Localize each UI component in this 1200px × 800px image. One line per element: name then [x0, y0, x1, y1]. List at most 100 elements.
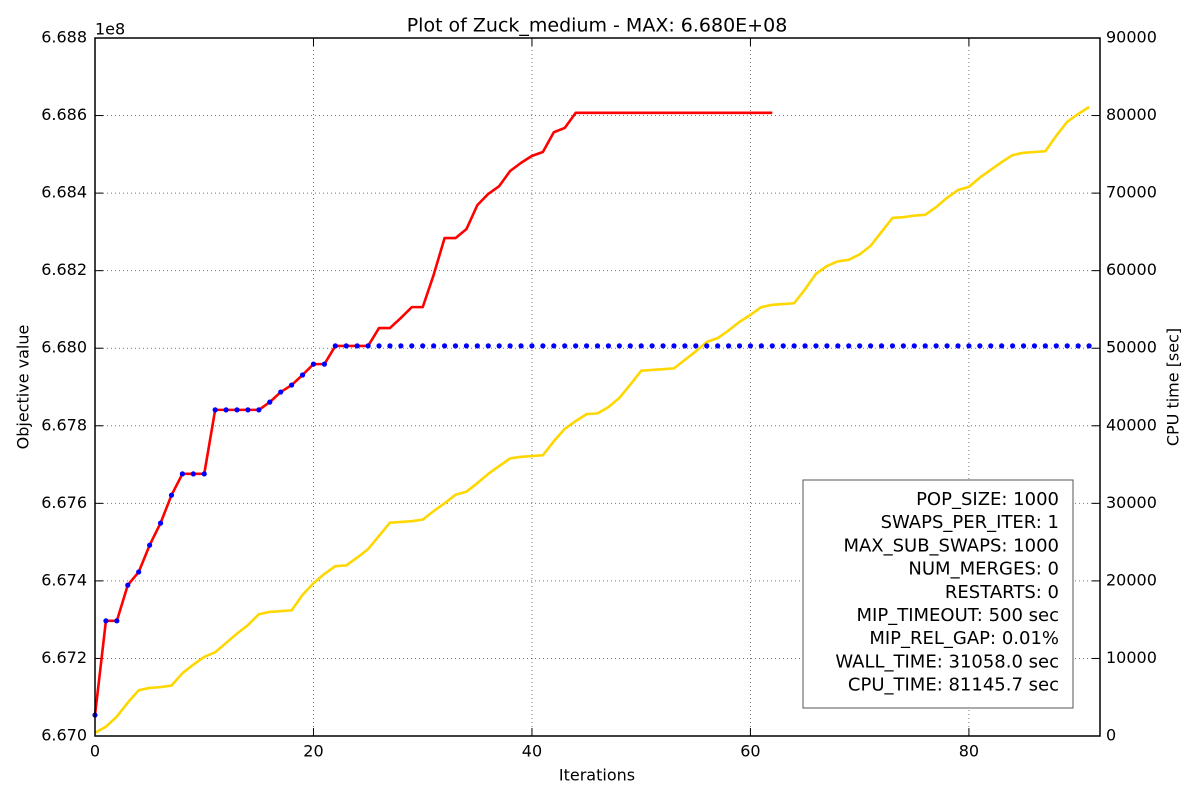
y2-tick-label: 40000: [1106, 415, 1157, 434]
data-point: [999, 343, 1005, 349]
data-point: [660, 343, 666, 349]
data-point: [540, 343, 546, 349]
data-point: [638, 343, 644, 349]
data-point: [704, 343, 710, 349]
y-tick-label: 6.676: [41, 493, 87, 512]
y2-tick-label: 20000: [1106, 570, 1157, 589]
data-point: [769, 343, 775, 349]
data-point: [234, 407, 240, 413]
y2-tick-label: 70000: [1106, 183, 1157, 202]
y2-tick-label: 80000: [1106, 105, 1157, 124]
y-offset-label: 1e8: [95, 20, 125, 39]
data-point: [977, 343, 983, 349]
data-point: [813, 343, 819, 349]
data-point: [157, 520, 164, 526]
data-point: [835, 343, 841, 349]
data-point: [802, 343, 808, 349]
data-point: [682, 343, 688, 349]
y-axis-label: Objective value: [14, 325, 33, 450]
data-point: [420, 343, 426, 349]
data-point: [529, 343, 535, 349]
data-point: [562, 343, 568, 349]
data-point: [715, 343, 721, 349]
data-point: [147, 542, 153, 548]
data-point: [1042, 343, 1048, 349]
data-point: [125, 582, 131, 588]
data-point: [518, 343, 524, 349]
data-point: [168, 492, 175, 498]
data-point: [1010, 343, 1016, 349]
data-point: [911, 343, 917, 349]
data-point: [944, 343, 950, 349]
x-tick-label: 20: [303, 742, 323, 761]
data-point: [693, 343, 699, 349]
data-point: [245, 407, 251, 413]
y2-tick-label: 30000: [1106, 493, 1157, 512]
data-point: [136, 569, 142, 575]
data-point: [889, 343, 896, 349]
data-point: [256, 407, 262, 413]
data-point: [1020, 343, 1027, 349]
data-point: [354, 343, 360, 349]
data-point: [922, 343, 928, 349]
y2-axis-label: CPU time [sec]: [1164, 328, 1183, 446]
data-point: [343, 343, 349, 349]
data-point: [780, 343, 786, 349]
data-point: [289, 382, 295, 388]
info-box: [802, 479, 1074, 709]
info-text: WALL_TIME: 31058.0 sec: [835, 651, 1059, 672]
data-point: [900, 343, 906, 349]
data-point: [398, 343, 404, 349]
y-tick-label: 6.678: [41, 415, 87, 434]
y2-tick-label: 50000: [1106, 338, 1157, 357]
data-point: [573, 343, 579, 349]
data-point: [1031, 343, 1038, 349]
info-text: POP_SIZE: 1000: [916, 489, 1059, 510]
x-tick-label: 40: [522, 742, 542, 761]
y2-tick-label: 0: [1106, 726, 1116, 745]
data-point: [190, 471, 196, 477]
data-point: [310, 361, 317, 367]
data-point: [267, 399, 273, 405]
data-point: [725, 343, 732, 349]
info-text: CPU_TIME: 81145.7 sec: [848, 675, 1059, 696]
y2-tick-label: 90000: [1106, 28, 1157, 47]
data-point: [179, 471, 185, 477]
x-tick-label: 60: [740, 742, 760, 761]
data-line: [94, 105, 1090, 735]
info-text: MIP_TIMEOUT: 500 sec: [857, 605, 1059, 626]
data-point: [1064, 343, 1070, 349]
data-point: [758, 343, 764, 349]
info-text: NUM_MERGES: 0: [908, 559, 1059, 580]
data-point: [103, 618, 109, 624]
x-tick-label: 80: [959, 742, 979, 761]
x-tick-label: 0: [90, 742, 100, 761]
data-point: [223, 407, 229, 413]
y-tick-label: 6.684: [41, 183, 87, 202]
data-point: [671, 343, 677, 349]
data-point: [507, 343, 513, 349]
data-point: [365, 343, 371, 349]
data-point: [551, 343, 557, 349]
y-tick-label: 6.680: [41, 338, 87, 357]
data-point: [212, 407, 218, 413]
y2-tick-label: 10000: [1106, 648, 1157, 667]
y-tick-label: 6.682: [41, 260, 87, 279]
data-point: [299, 372, 306, 378]
x-axis-label: Iterations: [559, 766, 635, 785]
data-point: [649, 343, 655, 349]
data-point: [966, 343, 972, 349]
data-point: [114, 618, 120, 624]
y-tick-label: 6.686: [41, 105, 87, 124]
data-point: [1086, 343, 1092, 349]
data-point: [736, 343, 743, 349]
data-point: [1075, 343, 1081, 349]
y-tick-label: 6.672: [41, 648, 87, 667]
data-point: [857, 343, 863, 349]
data-point: [441, 343, 448, 349]
data-point: [824, 343, 830, 349]
data-point: [409, 343, 415, 349]
data-point: [278, 389, 284, 395]
data-point: [201, 471, 207, 477]
